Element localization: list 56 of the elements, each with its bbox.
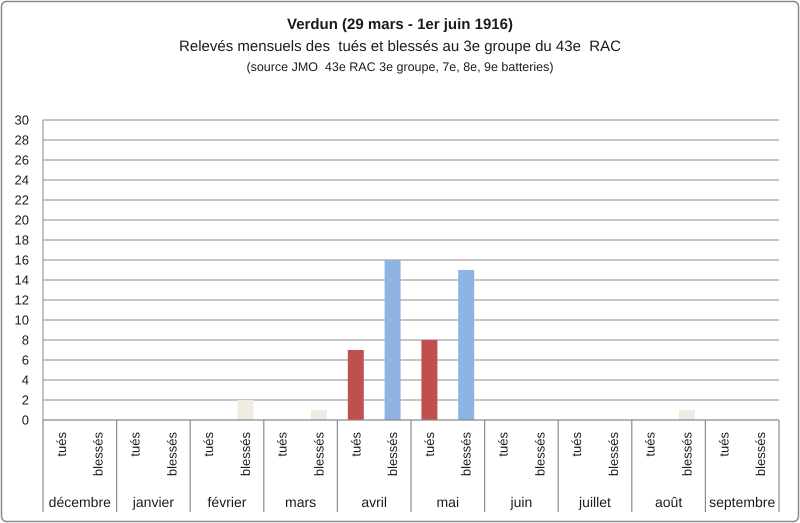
x-tick-label: août — [654, 494, 682, 510]
y-tick-label: 6 — [22, 352, 29, 368]
x-tick-label: janvier — [132, 494, 174, 510]
y-tick-label: 28 — [14, 132, 29, 148]
text: tués — [642, 432, 658, 457]
text: blessés — [312, 432, 326, 476]
text: blessés — [164, 432, 180, 476]
x-tick-label: septembre — [709, 494, 776, 510]
text: tués — [54, 432, 69, 457]
bar — [311, 410, 327, 420]
text: (source JMO 43e RAC 3e groupe, 7e, 8e, 9e batteries) — [246, 60, 554, 74]
y-tick-label: 2 — [22, 392, 29, 408]
x-tick-label: décembre — [48, 494, 112, 510]
y-tick-label: 0 — [22, 412, 29, 428]
text: tués — [348, 432, 364, 457]
bar — [237, 400, 254, 420]
text: tués — [201, 432, 216, 457]
y-tick-label: 18 — [14, 232, 29, 248]
bar — [458, 270, 474, 420]
y-tick-label: 20 — [14, 212, 29, 228]
bar — [348, 350, 364, 420]
y-tick-label: 12 — [14, 292, 29, 308]
text: tués — [569, 432, 584, 457]
x-tick-label: mars — [285, 494, 316, 510]
chart-title: Verdun (29 mars - 1er juin 1916) — [287, 16, 513, 33]
text: blessés — [458, 432, 474, 476]
y-tick-label: 14 — [14, 272, 29, 288]
y-tick-label: 8 — [22, 332, 29, 348]
y-tick-label: 24 — [14, 172, 29, 188]
y-tick-label: 10 — [14, 312, 29, 328]
x-tick-label: juillet — [578, 494, 612, 510]
text: tués — [274, 432, 290, 457]
text: tués — [496, 432, 510, 457]
text: blessés — [606, 432, 621, 476]
chart-subtitle: Relevés mensuels des tués et blessés au 3e groupe du 43e RAC — [179, 38, 622, 55]
text: tués — [422, 432, 437, 457]
text: blessés — [680, 432, 694, 476]
bar — [384, 260, 401, 420]
bar — [421, 340, 438, 420]
y-tick-label: 30 — [14, 112, 29, 128]
x-tick-label: mai — [436, 494, 460, 510]
text: tués — [128, 432, 142, 457]
text: blessés — [385, 432, 400, 476]
x-tick-label: avril — [361, 494, 388, 510]
y-tick-label: 4 — [22, 372, 29, 388]
x-tick-label: juin — [510, 494, 532, 510]
y-tick-label: 16 — [14, 252, 29, 268]
x-tick-label: février — [208, 494, 247, 510]
text: tués — [716, 432, 732, 457]
bar — [679, 410, 695, 420]
y-tick-label: 22 — [14, 192, 29, 208]
text: blessés — [753, 432, 768, 476]
text: blessés — [532, 432, 548, 476]
text: blessés — [238, 432, 253, 476]
y-tick-label: 26 — [14, 152, 29, 168]
text: blessés — [90, 432, 106, 476]
